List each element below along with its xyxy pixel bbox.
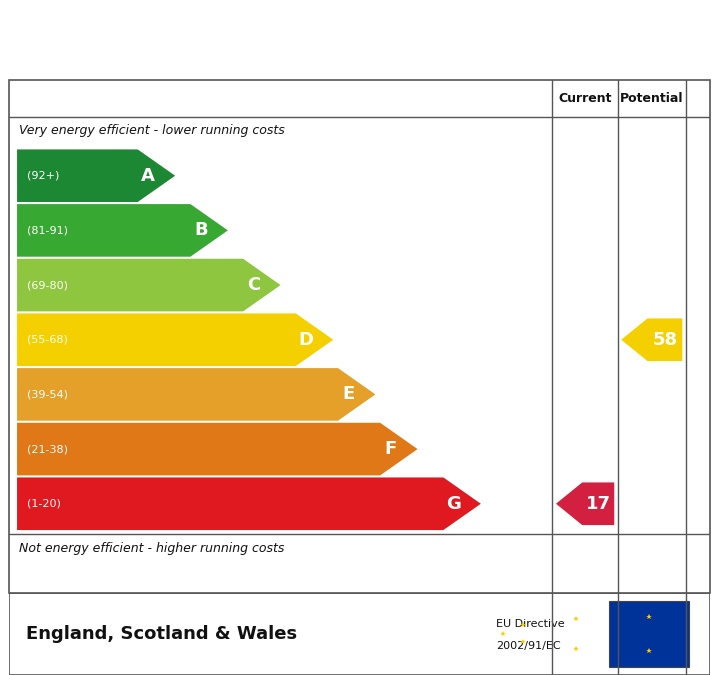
Text: (81-91): (81-91): [27, 225, 68, 236]
Text: G: G: [446, 495, 462, 513]
Text: Current: Current: [559, 92, 612, 105]
Text: C: C: [247, 276, 260, 294]
Text: Very energy efficient - lower running costs: Very energy efficient - lower running co…: [19, 124, 285, 138]
Text: (69-80): (69-80): [27, 280, 68, 290]
Text: Energy Efficiency Rating: Energy Efficiency Rating: [26, 26, 409, 54]
Text: (55-68): (55-68): [27, 335, 68, 345]
Polygon shape: [17, 477, 481, 530]
Text: A: A: [141, 167, 155, 185]
Text: (21-38): (21-38): [27, 444, 68, 454]
Polygon shape: [17, 149, 175, 202]
Polygon shape: [556, 483, 614, 525]
Text: (92+): (92+): [27, 171, 59, 181]
Text: Not energy efficient - higher running costs: Not energy efficient - higher running co…: [19, 541, 285, 555]
Polygon shape: [17, 423, 418, 475]
Polygon shape: [17, 313, 333, 366]
Polygon shape: [621, 319, 682, 361]
Text: D: D: [299, 331, 313, 349]
Polygon shape: [17, 259, 280, 311]
Text: 2002/91/EC: 2002/91/EC: [496, 641, 561, 651]
Text: (39-54): (39-54): [27, 389, 68, 400]
Polygon shape: [17, 368, 375, 421]
Text: F: F: [385, 440, 397, 458]
Bar: [608, 601, 690, 667]
Text: E: E: [342, 385, 354, 404]
Polygon shape: [17, 204, 228, 256]
Text: EU Directive: EU Directive: [496, 619, 565, 629]
Text: Potential: Potential: [620, 92, 684, 105]
Text: B: B: [194, 221, 208, 240]
Text: (1-20): (1-20): [27, 499, 60, 509]
Text: 17: 17: [586, 495, 610, 513]
Text: England, Scotland & Wales: England, Scotland & Wales: [26, 625, 297, 643]
Text: 58: 58: [652, 331, 677, 349]
